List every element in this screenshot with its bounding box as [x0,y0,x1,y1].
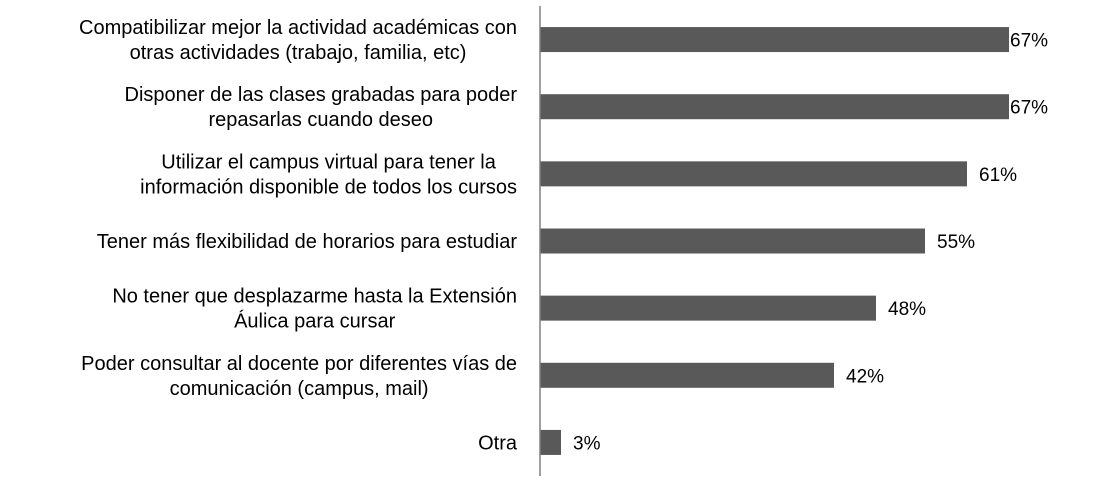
bar-4 [540,228,925,254]
value-label-3: 61% [979,165,1017,186]
bar-2 [540,94,1009,120]
category-label-line: otras actividades (trabajo, familia, etc… [130,42,467,64]
category-label-3: Utilizar el campus virtual para tener la… [140,151,517,198]
value-label-6: 42% [846,366,884,387]
value-label-2: 67% [1010,98,1048,119]
category-label-line: No tener que desplazarme hasta la Extens… [112,286,517,308]
value-label-1: 67% [1010,31,1048,52]
category-label-line: Tener más flexibilidad de horarios para … [97,231,518,253]
category-label-line: información disponible de todos los curs… [140,176,517,198]
bar-1 [540,27,1009,53]
category-label-line: Otra [478,432,518,454]
bars-layer [540,27,1009,455]
category-label-line: Compatibilizar mejor la actividad académ… [79,17,517,39]
bar-3 [540,161,967,187]
category-label-line: Poder consultar al docente por diferente… [81,353,517,375]
bar-7 [540,429,561,455]
category-label-line: Áulica para cursar [234,310,396,333]
category-label-6: Poder consultar al docente por diferente… [81,353,517,400]
category-label-4: Tener más flexibilidad de horarios para … [97,231,518,253]
value-label-4: 55% [937,232,975,253]
bar-5 [540,295,876,321]
category-label-2: Disponer de las clases grabadas para pod… [125,84,518,131]
value-label-5: 48% [888,299,926,320]
category-label-1: Compatibilizar mejor la actividad académ… [79,17,517,64]
category-labels: Compatibilizar mejor la actividad académ… [79,17,518,454]
category-label-line: comunicación (campus, mail) [170,378,429,400]
value-label-7: 3% [573,433,601,454]
value-labels: 67% 67% 61% 55% 48% 42% 3% [573,31,1048,455]
category-label-7: Otra [478,432,518,454]
bar-6 [540,362,834,388]
category-label-5: No tener que desplazarme hasta la Extens… [112,286,517,333]
category-label-line: Utilizar el campus virtual para tener la [161,151,496,173]
category-label-line: Disponer de las clases grabadas para pod… [125,84,518,106]
category-label-line: repasarlas cuando deseo [208,109,433,131]
